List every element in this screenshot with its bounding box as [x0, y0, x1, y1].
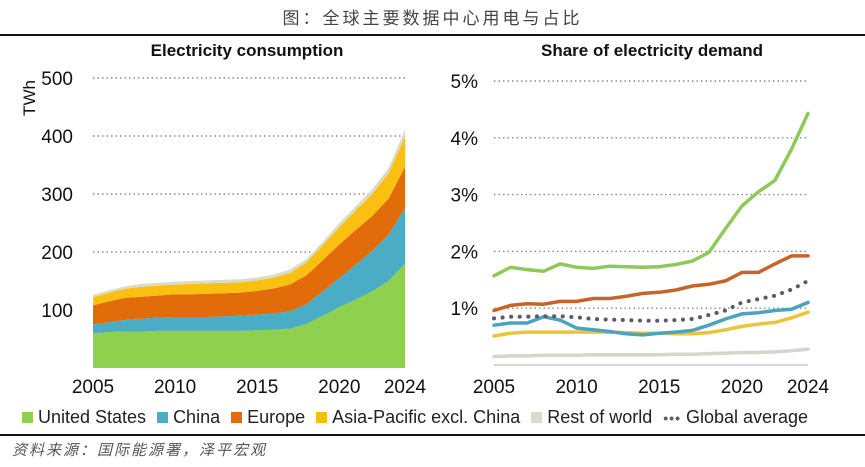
legend-item-asia-pacific-excl-china: Asia-Pacific excl. China	[316, 407, 520, 428]
right-y-tick-label: 5%	[451, 72, 479, 93]
legend-label: United States	[38, 407, 147, 427]
top-divider	[0, 34, 865, 36]
legend-swatch	[231, 412, 243, 423]
line-united-states	[492, 111, 810, 278]
line-china	[492, 300, 810, 337]
share-of-electricity-demand-chart: Share of electricity demand 1% 2% 3% 4% 5% 2…	[451, 41, 830, 398]
right-y-tick-label: 4%	[451, 129, 479, 150]
left-y-tick-label: 500	[41, 69, 73, 90]
left-y-tick-label: 100	[41, 301, 73, 322]
right-x-tick-label: 2005	[473, 377, 515, 398]
right-chart-title: Share of electricity demand	[541, 41, 763, 60]
right-y-tick-label: 2%	[451, 242, 479, 263]
right-x-tick-label: 2015	[638, 377, 680, 398]
area-united-states	[93, 263, 405, 368]
legend-item-global-average: ••• Global average	[663, 407, 808, 428]
line-rest-of-world	[492, 347, 810, 359]
left-y-tick-label: 200	[41, 243, 73, 264]
area-europe	[93, 166, 405, 325]
legend-item-europe: Europe	[231, 407, 305, 428]
legend-item-china: China	[157, 407, 220, 428]
legend-swatch	[316, 412, 328, 423]
left-x-tick-label: 2015	[236, 377, 278, 398]
legend-swatch	[157, 412, 169, 423]
left-y-tick-label: 400	[41, 127, 73, 148]
legend-swatch	[22, 412, 33, 423]
figure-title: 图：全球主要数据中心用电与占比	[282, 9, 583, 29]
right-y-tick-label: 3%	[451, 186, 479, 207]
right-x-tick-label: 2024	[787, 377, 830, 398]
left-chart-title: Electricity consumption	[151, 41, 344, 60]
legend-label: Europe	[247, 407, 306, 427]
bottom-divider	[0, 434, 865, 436]
left-x-tick-label: 2005	[72, 377, 114, 398]
right-y-tick-label: 1%	[451, 299, 479, 320]
left-y-axis-label: TWh	[20, 80, 39, 116]
legend: United States China Europe Asia-Pacific exc…	[22, 407, 819, 428]
legend-label: Asia-Pacific excl. China	[332, 407, 521, 427]
left-x-tick-label: 2010	[154, 377, 196, 398]
legend-item-rest-of-world: Rest of world	[531, 407, 652, 428]
left-x-tick-label: 2020	[318, 377, 360, 398]
legend-dots-marker: •••	[663, 409, 681, 426]
electricity-consumption-chart: Electricity consumption TWh 100 200 300 400…	[20, 41, 427, 398]
left-y-tick-label: 300	[41, 185, 73, 206]
legend-label: China	[173, 407, 221, 427]
line-global-average	[492, 278, 810, 323]
legend-item-united-states: United States	[22, 407, 146, 428]
area-china	[93, 208, 405, 334]
legend-label: Rest of world	[547, 407, 653, 427]
left-x-tick-label: 2024	[384, 377, 427, 398]
right-x-tick-label: 2010	[555, 377, 597, 398]
right-x-tick-label: 2020	[721, 377, 763, 398]
legend-swatch	[531, 412, 543, 423]
line-europe	[492, 254, 810, 313]
legend-label: Global average	[685, 407, 809, 427]
source-note: 资料来源：国际能源署，泽平宏观	[12, 441, 268, 459]
